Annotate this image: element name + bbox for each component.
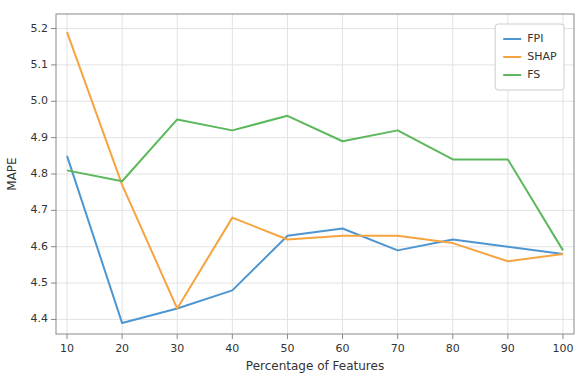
- x-axis-label: Percentage of Features: [246, 359, 384, 373]
- y-grid-line: [56, 246, 574, 247]
- x-tick: [177, 334, 178, 339]
- x-grid-line: [397, 14, 398, 334]
- y-tick-label: 5.0: [31, 94, 49, 107]
- x-tick-label: 10: [60, 342, 74, 355]
- legend-label: FS: [527, 68, 540, 81]
- x-tick-label: 30: [170, 342, 184, 355]
- x-tick-label: 70: [391, 342, 405, 355]
- y-grid-line: [56, 101, 574, 102]
- x-tick: [287, 334, 288, 339]
- y-tick-label: 4.7: [31, 203, 49, 216]
- x-tick: [122, 334, 123, 339]
- chart-svg: 4.4 4.5 4.6 4.7 4.8 4.9 5.0 5.1 5.2 10 20 30 40 50 60 7…: [0, 0, 588, 380]
- x-tick: [562, 334, 563, 339]
- y-tick-label: 5.1: [31, 58, 49, 71]
- x-tick-label: 40: [225, 342, 239, 355]
- y-grid-line: [56, 283, 574, 284]
- plot-frame: [56, 14, 574, 334]
- x-grid-line: [232, 14, 233, 334]
- x-tick-label: 60: [336, 342, 350, 355]
- series-line: [67, 32, 563, 308]
- x-tick-label: 100: [552, 342, 573, 355]
- y-tick: [51, 174, 56, 175]
- grid: [56, 14, 574, 334]
- legend-label: FPI: [527, 32, 543, 45]
- x-tick-label: 90: [501, 342, 515, 355]
- x-tick: [342, 334, 343, 339]
- y-grid-line: [56, 137, 574, 138]
- series-line: [67, 116, 563, 251]
- y-tick: [51, 101, 56, 102]
- x-tick-label: 80: [446, 342, 460, 355]
- chart-container: 4.4 4.5 4.6 4.7 4.8 4.9 5.0 5.1 5.2 10 20 30 40 50 60 7…: [0, 0, 588, 380]
- x-grid-line: [342, 14, 343, 334]
- y-tick: [51, 210, 56, 211]
- x-grid-line: [67, 14, 68, 334]
- y-tick: [51, 137, 56, 138]
- y-tick: [51, 283, 56, 284]
- y-tick-label: 4.9: [31, 131, 49, 144]
- legend-swatch: [503, 74, 521, 76]
- y-tick: [51, 246, 56, 247]
- x-grid-line: [177, 14, 178, 334]
- y-tick-label: 4.5: [31, 276, 49, 289]
- y-tick-label: 4.6: [31, 240, 49, 253]
- x-tick: [232, 334, 233, 339]
- y-tick-label: 5.2: [31, 22, 49, 35]
- legend-label: SHAP: [527, 50, 557, 63]
- y-tick-label: 4.4: [31, 312, 49, 325]
- x-grid-line: [287, 14, 288, 334]
- y-tick-label: 4.8: [31, 167, 49, 180]
- y-tick: [51, 28, 56, 29]
- x-tick: [67, 334, 68, 339]
- x-grid-line: [122, 14, 123, 334]
- legend-swatch: [503, 56, 521, 58]
- x-tick: [507, 334, 508, 339]
- series-lines: [67, 32, 563, 323]
- x-tick: [397, 334, 398, 339]
- x-tick-label: 50: [280, 342, 294, 355]
- y-tick: [51, 64, 56, 65]
- x-tick: [452, 334, 453, 339]
- y-grid-line: [56, 174, 574, 175]
- x-tick-label: 20: [115, 342, 129, 355]
- legend: FPI SHAP FS: [495, 24, 564, 90]
- legend-box: [495, 24, 564, 90]
- y-axis-label: MAPE: [5, 157, 19, 190]
- y-tick: [51, 319, 56, 320]
- x-grid-line: [452, 14, 453, 334]
- series-line: [67, 156, 563, 323]
- plot-background: [56, 14, 574, 334]
- legend-swatch: [503, 38, 521, 40]
